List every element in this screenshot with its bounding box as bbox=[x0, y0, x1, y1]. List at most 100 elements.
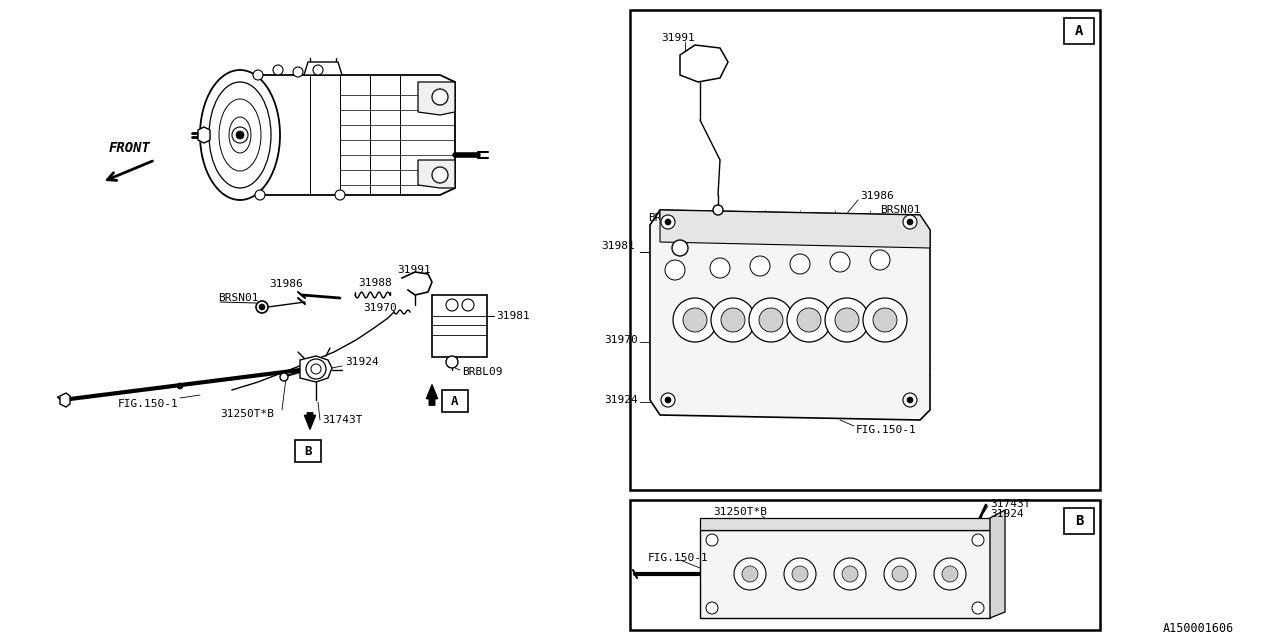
Circle shape bbox=[253, 70, 262, 80]
Polygon shape bbox=[419, 160, 454, 188]
Text: 31970: 31970 bbox=[604, 335, 637, 345]
Circle shape bbox=[759, 308, 783, 332]
Circle shape bbox=[750, 256, 771, 276]
Polygon shape bbox=[660, 210, 931, 248]
Circle shape bbox=[259, 304, 265, 310]
Text: 31981: 31981 bbox=[602, 241, 635, 251]
Circle shape bbox=[306, 359, 326, 379]
Circle shape bbox=[934, 558, 966, 590]
Bar bbox=[433, 295, 486, 357]
Text: 31986: 31986 bbox=[269, 279, 303, 289]
Text: 31924: 31924 bbox=[604, 395, 637, 405]
Bar bbox=[1064, 508, 1094, 534]
Circle shape bbox=[787, 298, 831, 342]
Circle shape bbox=[433, 167, 448, 183]
Polygon shape bbox=[300, 356, 332, 382]
Text: 31970: 31970 bbox=[364, 303, 397, 313]
Bar bbox=[630, 500, 1100, 630]
Text: A150001606: A150001606 bbox=[1164, 621, 1234, 634]
Circle shape bbox=[673, 298, 717, 342]
Circle shape bbox=[749, 298, 794, 342]
Text: BRSN01: BRSN01 bbox=[881, 205, 920, 215]
Circle shape bbox=[942, 566, 957, 582]
Bar bbox=[294, 440, 321, 462]
Circle shape bbox=[232, 127, 248, 143]
Circle shape bbox=[713, 205, 723, 215]
Circle shape bbox=[293, 67, 303, 77]
Circle shape bbox=[842, 566, 858, 582]
Circle shape bbox=[710, 298, 755, 342]
Polygon shape bbox=[650, 210, 931, 420]
Circle shape bbox=[672, 240, 689, 256]
Bar bbox=[630, 10, 1100, 490]
Polygon shape bbox=[218, 75, 454, 195]
Circle shape bbox=[790, 254, 810, 274]
Text: 31988: 31988 bbox=[881, 220, 914, 230]
Text: BRSN01: BRSN01 bbox=[218, 293, 259, 303]
Circle shape bbox=[684, 308, 707, 332]
Circle shape bbox=[255, 190, 265, 200]
Text: 31924: 31924 bbox=[346, 357, 379, 367]
Text: BRBL09: BRBL09 bbox=[648, 213, 689, 223]
Text: FIG.150-1: FIG.150-1 bbox=[856, 425, 916, 435]
Text: A: A bbox=[1075, 24, 1083, 38]
Text: 31991: 31991 bbox=[662, 33, 695, 43]
Text: 31250T*B: 31250T*B bbox=[713, 507, 767, 517]
Circle shape bbox=[280, 373, 288, 381]
Circle shape bbox=[835, 558, 867, 590]
Polygon shape bbox=[989, 510, 1005, 618]
Text: B: B bbox=[1075, 514, 1083, 528]
Polygon shape bbox=[700, 518, 989, 530]
Circle shape bbox=[710, 258, 730, 278]
Circle shape bbox=[972, 534, 984, 546]
Circle shape bbox=[666, 219, 671, 225]
Circle shape bbox=[721, 308, 745, 332]
Polygon shape bbox=[419, 82, 454, 115]
Polygon shape bbox=[198, 127, 210, 143]
Circle shape bbox=[902, 393, 916, 407]
Circle shape bbox=[660, 393, 675, 407]
Text: 31743T: 31743T bbox=[989, 499, 1030, 509]
Circle shape bbox=[445, 356, 458, 368]
Text: 31250T*B: 31250T*B bbox=[220, 409, 274, 419]
Text: 31986: 31986 bbox=[860, 191, 893, 201]
Circle shape bbox=[826, 298, 869, 342]
Circle shape bbox=[742, 566, 758, 582]
Circle shape bbox=[707, 534, 718, 546]
Circle shape bbox=[660, 215, 675, 229]
Circle shape bbox=[433, 89, 448, 105]
Polygon shape bbox=[60, 393, 70, 407]
Circle shape bbox=[314, 65, 323, 75]
Circle shape bbox=[462, 299, 474, 311]
Circle shape bbox=[829, 252, 850, 272]
Circle shape bbox=[666, 397, 671, 403]
Circle shape bbox=[870, 250, 890, 270]
Circle shape bbox=[835, 308, 859, 332]
Text: 31991: 31991 bbox=[397, 265, 431, 275]
Circle shape bbox=[666, 260, 685, 280]
Circle shape bbox=[783, 558, 817, 590]
Circle shape bbox=[311, 364, 321, 374]
Circle shape bbox=[792, 566, 808, 582]
Text: FIG.150-1: FIG.150-1 bbox=[118, 399, 178, 409]
Circle shape bbox=[908, 219, 913, 225]
Circle shape bbox=[707, 602, 718, 614]
Circle shape bbox=[863, 298, 908, 342]
Circle shape bbox=[892, 566, 908, 582]
Circle shape bbox=[884, 558, 916, 590]
Bar bbox=[1064, 18, 1094, 44]
Circle shape bbox=[908, 397, 913, 403]
Text: 31743T: 31743T bbox=[323, 415, 362, 425]
Circle shape bbox=[335, 190, 346, 200]
Text: BRBL09: BRBL09 bbox=[462, 367, 503, 377]
Circle shape bbox=[177, 383, 183, 389]
Circle shape bbox=[445, 299, 458, 311]
Circle shape bbox=[972, 602, 984, 614]
Circle shape bbox=[256, 301, 268, 313]
Circle shape bbox=[273, 65, 283, 75]
Text: B: B bbox=[305, 445, 312, 458]
Text: 31988: 31988 bbox=[358, 278, 392, 288]
Text: FIG.150-1: FIG.150-1 bbox=[648, 553, 709, 563]
Polygon shape bbox=[680, 45, 728, 82]
Circle shape bbox=[797, 308, 820, 332]
